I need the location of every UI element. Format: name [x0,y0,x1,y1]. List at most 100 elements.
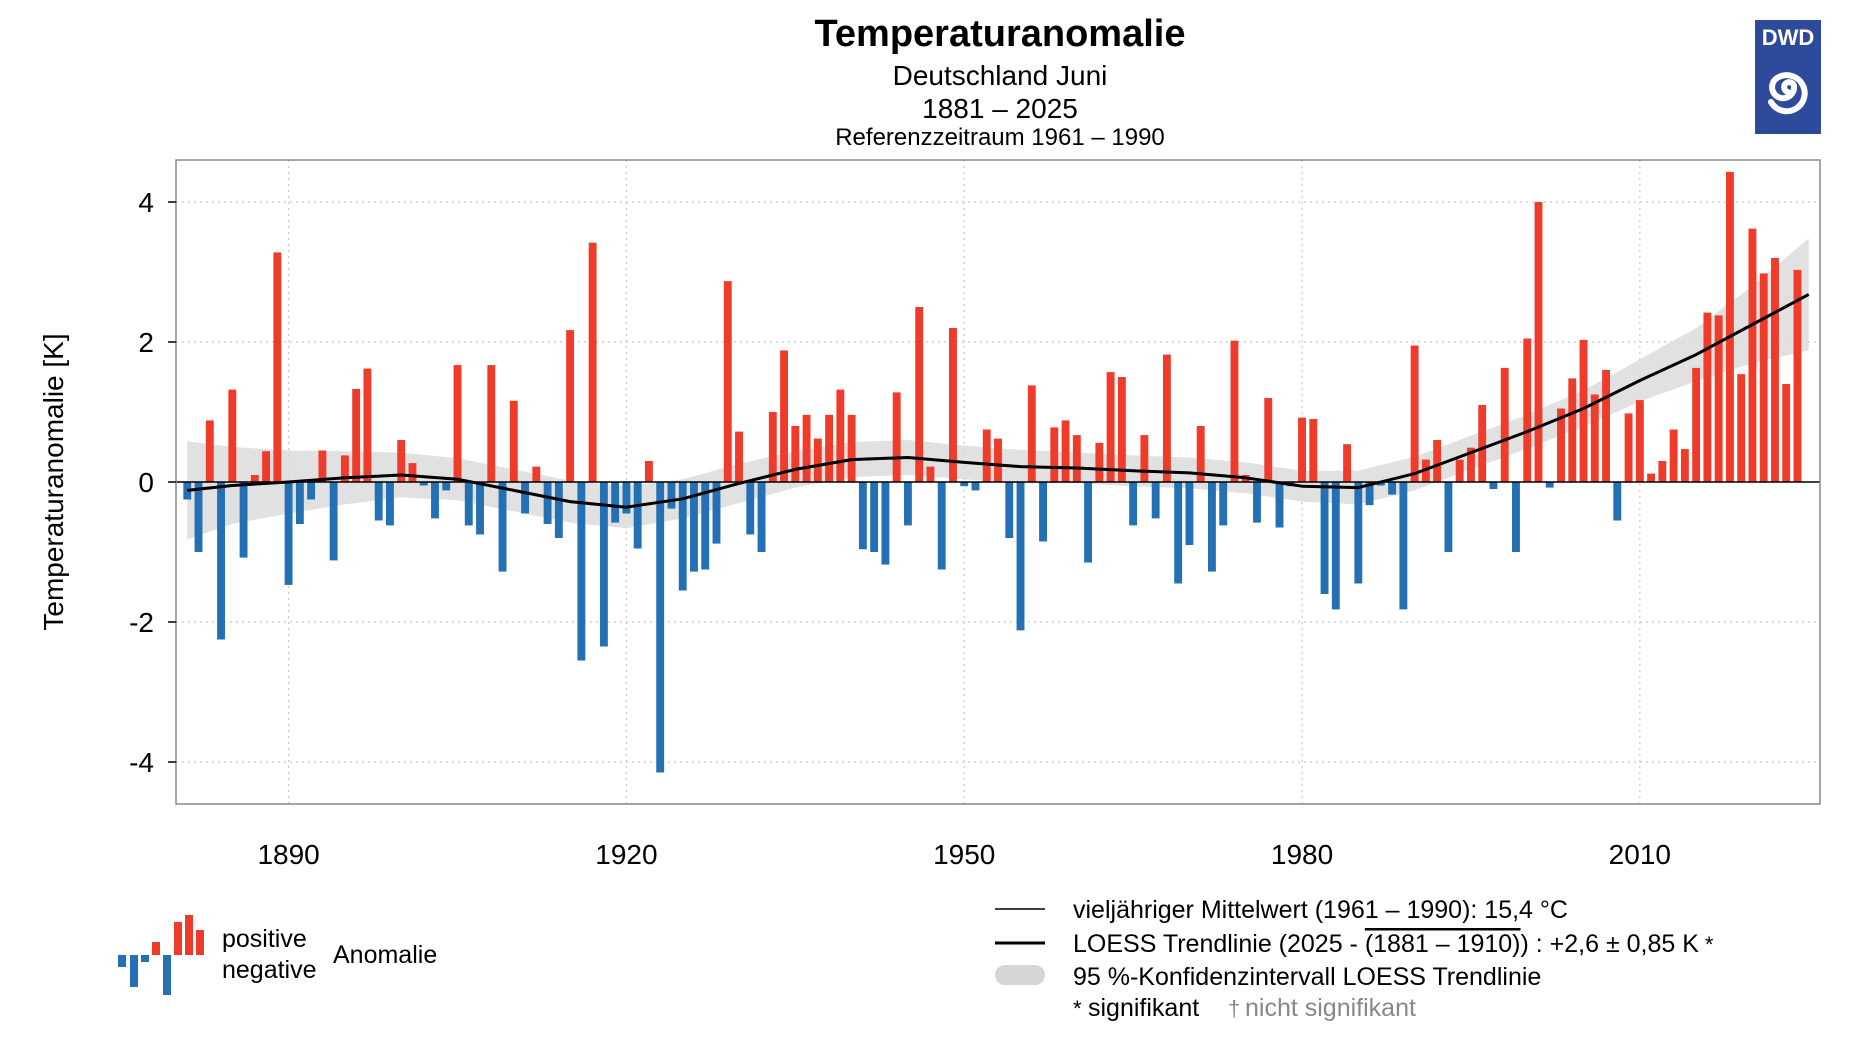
anomaly-bar-1924 [667,482,676,509]
anomaly-bar-2024 [1793,269,1802,482]
anomaly-bar-1992 [1433,440,1442,482]
anomaly-bar-1907 [476,482,484,535]
anomaly-bar-1988 [1388,482,1397,495]
legend-confidence-swatch [995,965,1045,985]
anomaly-bar-1920 [622,482,631,514]
anomaly-bar-2022 [1771,258,1779,482]
anomaly-bar-1928 [712,482,721,544]
anomaly-bar-1930 [735,431,743,482]
legend-pos-bar-2 [174,922,182,955]
anomaly-bar-1923 [656,482,665,773]
anomaly-bar-1884 [217,482,225,640]
anomaly-bar-1967 [1151,482,1160,519]
y-tick-label: -2 [129,607,154,638]
anomaly-bar-2005 [1579,339,1588,482]
anomaly-bar-1889 [273,252,282,482]
anomaly-bar-1894 [329,482,338,561]
anomaly-bar-2018 [1725,171,1734,482]
chart-subtitle-region: Deutschland Juni [892,60,1108,91]
legend-pos-bar-4 [196,930,204,955]
anomaly-bar-1917 [588,242,597,482]
anomaly-bar-1940 [847,414,856,482]
anomaly-bar-2023 [1782,384,1791,482]
anomaly-bar-1905 [453,365,462,482]
anomaly-bar-1973 [1219,482,1228,526]
anomaly-bar-1887 [250,475,259,482]
anomaly-bar-1914 [554,482,563,538]
anomaly-bar-1970 [1185,482,1194,545]
anomaly-bar-2011 [1647,473,1656,482]
anomaly-bar-1898 [374,482,383,521]
legend-pos-bar-3 [185,915,193,955]
anomaly-bar-1946 [915,307,924,482]
legend-trend-suffix: ) : +2,6 ± 0,85 K [1521,930,1700,958]
trend-line-group [187,293,1810,509]
anomaly-bar-1956 [1027,385,1036,482]
anomaly-bar-1966 [1140,435,1149,482]
dwd-spiral [1768,72,1808,115]
legend-significant-label: signifikant [1088,994,1199,1022]
legend-mean-label: vieljähriger Mittelwert (1961 – 1990): 1… [1073,896,1568,924]
anomaly-bar-1910 [509,400,518,482]
y-tick-label: 2 [138,327,154,358]
legend-neg-bar-3 [141,955,149,962]
anomaly-bar-1986 [1365,482,1374,506]
anomaly-bar-1911 [521,482,530,514]
legend-neg-bar-1 [118,955,126,967]
anomaly-bar-2020 [1748,228,1757,482]
anomaly-bar-1912 [532,466,541,482]
anomaly-bar-1972 [1208,482,1216,572]
anomaly-bar-1881 [183,482,192,500]
anomaly-bar-1896 [352,388,361,482]
anomaly-bar-2010 [1635,400,1644,482]
anomaly-bar-1952 [982,429,991,482]
anomaly-bar-1935 [791,426,800,482]
anomaly-bar-1985 [1354,482,1363,584]
legend-neg-bar-4 [163,955,171,995]
anomaly-bar-1926 [690,482,698,572]
anomaly-bar-1899 [386,482,394,526]
anomaly-bar-1997 [1489,482,1498,489]
anomaly-bar-2013 [1669,429,1678,482]
legend-significant-mark: * [1073,996,1082,1021]
anomaly-bar-2012 [1658,461,1667,482]
bars [183,171,1802,773]
legend-pos-bar-1 [152,942,160,955]
dwd-logo-icon: DWD [1762,25,1814,115]
legend-trend-mark: * [1705,932,1714,957]
legend-trend-label: LOESS Trendlinie (2025 - (1881 – 1910)) … [1073,930,1714,958]
anomaly-bar-2015 [1692,367,1701,482]
anomaly-bar-2002 [1545,482,1554,488]
x-axis-ticks: 1890 1920 1950 1980 2010 [257,839,1671,870]
anomaly-bar-1948 [937,482,946,570]
anomaly-bar-1934 [780,350,788,482]
anomaly-bar-1996 [1478,405,1487,482]
anomaly-bar-1933 [768,412,777,482]
anomaly-bar-1919 [611,482,620,523]
anomaly-bar-1950 [960,482,969,487]
anomaly-bar-1998 [1500,367,1509,482]
anomaly-bar-1902 [419,482,428,486]
chart-subtitle-period: 1881 – 2025 [922,93,1078,124]
gridlines [176,160,1820,804]
anomaly-bar-1938 [825,414,834,482]
dwd-logo: DWD [1755,20,1821,134]
anomaly-bar-1913 [543,482,552,524]
anomaly-bar-1978 [1275,482,1284,528]
x-tick-label: 2010 [1609,839,1671,870]
anomaly-bar-1981 [1309,419,1318,482]
legend-lines: vieljähriger Mittelwert (1961 – 1990): 1… [995,896,1714,1022]
anomaly-bar-1943 [881,482,890,565]
y-tick-label: 0 [138,467,154,498]
confidence-interval-band [187,238,1809,540]
anomaly-bar-1994 [1455,459,1464,482]
anomaly-bar-1993 [1444,482,1453,552]
anomaly-bar-1892 [307,482,316,500]
anomaly-bar-1931 [746,482,755,535]
anomaly-bar-1959 [1061,420,1070,482]
anomaly-bar-1984 [1343,444,1352,482]
anomaly-bar-2000 [1523,338,1532,482]
legend-positive-label: positive [222,925,307,953]
anomaly-bar-2003 [1557,408,1565,482]
anomaly-bar-1958 [1050,427,1059,482]
